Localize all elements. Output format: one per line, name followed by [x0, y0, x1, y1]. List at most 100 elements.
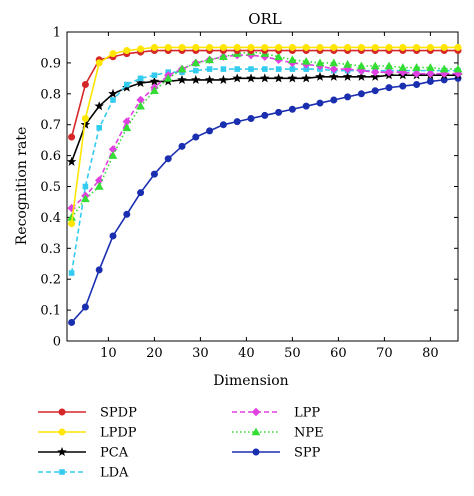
data-point-pca [315, 71, 325, 81]
data-point-npe [398, 63, 408, 71]
data-point-lda [234, 66, 240, 72]
data-point-spp [123, 210, 131, 218]
data-point-npe [163, 73, 173, 82]
data-point-lda [248, 66, 254, 72]
data-point-lpdp [288, 43, 296, 51]
data-point-npe [426, 63, 435, 71]
data-point-lda [137, 75, 144, 82]
data-point-pca [191, 74, 201, 84]
x-tick-label: 10 [100, 346, 117, 361]
data-point-npe [370, 61, 380, 70]
data-point-spp [344, 93, 352, 101]
data-point-spp [178, 142, 186, 150]
data-point-lpdp [371, 43, 379, 51]
y-tick-label: 1 [53, 26, 61, 41]
data-point-npe [94, 182, 104, 190]
data-point-lpdp [275, 43, 283, 51]
series-lda [68, 66, 461, 276]
data-point-spp [81, 303, 89, 311]
data-point-lpdp [81, 115, 89, 123]
data-point-lpdp [413, 43, 421, 51]
data-point-pca [135, 77, 146, 88]
data-point-lda [82, 183, 89, 190]
legend-label: SPDP [100, 406, 137, 421]
chart-title: ORL [248, 10, 282, 28]
legend-label: LPDP [100, 426, 137, 441]
legend-label: LPP [294, 406, 320, 421]
data-point-npe [81, 194, 90, 203]
y-tick-label: 0.6 [40, 149, 61, 164]
data-point-lpdp [454, 43, 462, 51]
data-point-lpp [426, 69, 435, 78]
data-point-npe [219, 52, 228, 61]
data-point-pca [356, 71, 367, 81]
data-point-lpdp [330, 43, 338, 51]
data-point-npe [150, 86, 159, 95]
data-point-npe [191, 58, 201, 67]
data-point-pca [260, 73, 270, 83]
data-point-spdp [68, 133, 76, 141]
x-tick-label: 30 [192, 346, 209, 361]
data-point-npe [315, 58, 325, 67]
data-point-pca [204, 74, 215, 84]
data-point-lpdp [440, 43, 448, 51]
data-point-spp [357, 90, 365, 98]
legend-item-npe: NPE [232, 426, 324, 441]
data-point-lpdp [109, 50, 117, 58]
y-tick-label: 0 [53, 335, 61, 350]
data-point-npe [136, 101, 145, 110]
data-point-spp [288, 105, 296, 113]
legend: SPDP LPDP PCA LDA LPP NPE SPP [38, 406, 324, 481]
legend-item-lpdp: LPDP [38, 426, 137, 441]
data-point-lpdp [399, 43, 407, 51]
legend-marker [59, 469, 65, 475]
data-point-lpdp [192, 43, 200, 51]
data-point-spp [109, 232, 117, 240]
data-point-pca [66, 156, 77, 166]
data-point-lpdp [426, 43, 434, 51]
y-tick-label: 0.4 [40, 211, 61, 226]
data-point-spp [426, 77, 434, 85]
series-spp [68, 74, 462, 326]
legend-label: PCA [100, 446, 129, 461]
data-point-lda [124, 81, 130, 88]
data-point-lpp [384, 67, 394, 77]
data-point-lda [110, 97, 116, 103]
data-point-npe [439, 64, 449, 73]
data-point-lda [206, 66, 213, 72]
data-point-lpdp [302, 43, 310, 51]
legend-item-lpp: LPP [232, 406, 320, 421]
data-point-spp [192, 133, 200, 141]
y-tick-label: 0.9 [40, 56, 61, 71]
data-point-pca [246, 73, 256, 83]
data-point-lpp [122, 117, 131, 126]
data-point-npe [288, 55, 297, 64]
legend-marker [58, 428, 66, 436]
data-point-lda [96, 124, 102, 131]
data-point-spp [247, 115, 255, 123]
x-tick-label: 70 [376, 346, 393, 361]
data-point-lpdp [357, 43, 365, 51]
data-point-lpdp [68, 220, 76, 228]
x-axis-label: Dimension [213, 373, 288, 389]
data-point-pca [218, 74, 229, 84]
series-line-lda [70, 68, 458, 274]
y-tick-label: 0.7 [40, 118, 61, 133]
data-point-lpp [412, 69, 421, 78]
data-point-lpp [136, 95, 145, 105]
data-point-pca [301, 73, 311, 83]
data-point-lda [151, 72, 158, 79]
data-point-pca [342, 71, 353, 81]
data-point-spp [371, 87, 379, 95]
data-point-npe [301, 56, 311, 65]
data-point-lpdp [123, 47, 131, 55]
y-tick-label: 0.5 [40, 180, 61, 195]
data-point-lpdp [95, 59, 103, 67]
x-tick-label: 50 [284, 346, 301, 361]
data-point-lpdp [150, 43, 158, 51]
data-point-lda [220, 66, 227, 72]
data-point-npe [357, 61, 366, 70]
data-point-spp [219, 121, 227, 129]
data-point-npe [177, 64, 187, 73]
data-point-lpp [371, 67, 380, 77]
